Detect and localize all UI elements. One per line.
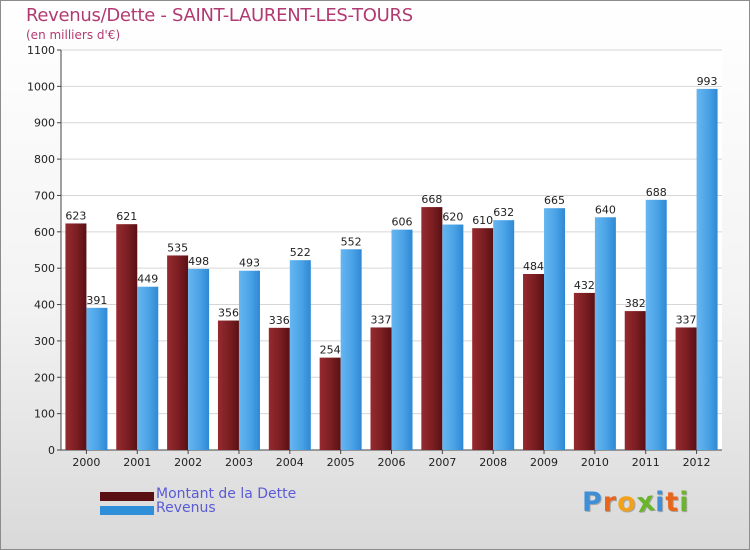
bar-dette-2002 <box>167 255 189 450</box>
data-label-dette-2005: 254 <box>320 344 341 357</box>
bar-dette-2010 <box>573 292 595 450</box>
bar-revenus-2012 <box>696 88 718 450</box>
logo-letter: i <box>655 487 666 518</box>
y-tick-label: 1000 <box>27 80 55 93</box>
y-tick-label: 0 <box>48 444 55 457</box>
legend-label-revenus: Revenus <box>156 500 216 516</box>
data-label-dette-2012: 337 <box>676 313 697 326</box>
proxiti-logo: Proxiti <box>582 485 690 520</box>
x-tick-label: 2008 <box>479 456 507 469</box>
chart-subtitle: (en milliers d'€) <box>26 28 121 42</box>
x-tick-label: 2005 <box>327 456 355 469</box>
x-tick-label: 2007 <box>428 456 456 469</box>
legend-swatch-revenus <box>100 506 154 515</box>
data-label-revenus-2002: 498 <box>188 255 209 268</box>
data-label-dette-2006: 337 <box>371 313 392 326</box>
bar-revenus-2009 <box>544 208 566 450</box>
data-label-revenus-2009: 665 <box>544 194 565 207</box>
data-label-revenus-2010: 640 <box>595 203 616 216</box>
data-label-revenus-2003: 493 <box>239 257 260 270</box>
x-tick-label: 2011 <box>632 456 660 469</box>
y-tick-label: 900 <box>34 117 55 130</box>
data-label-revenus-2005: 552 <box>341 235 362 248</box>
logo-letter: t <box>665 487 680 518</box>
legend-label-dette: Montant de la Dette <box>156 486 297 502</box>
data-label-revenus-2011: 688 <box>646 186 667 199</box>
y-tick-label: 500 <box>34 262 55 275</box>
bar-dette-2009 <box>523 274 545 450</box>
y-tick-label: 1100 <box>27 44 55 57</box>
data-label-dette-2002: 535 <box>167 241 188 254</box>
data-label-dette-2004: 336 <box>269 314 290 327</box>
bar-dette-2000 <box>65 223 87 450</box>
logo-letter: i <box>679 487 690 518</box>
bar-dette-2005 <box>319 357 341 450</box>
logo-letter: x <box>634 485 658 520</box>
y-tick-label: 400 <box>34 299 55 312</box>
bar-dette-2008 <box>472 228 494 450</box>
x-tick-label: 2010 <box>581 456 609 469</box>
data-label-revenus-2001: 449 <box>137 273 158 286</box>
data-label-dette-2007: 668 <box>421 193 442 206</box>
x-tick-label: 2004 <box>276 456 304 469</box>
bar-revenus-2003 <box>238 270 260 450</box>
data-label-revenus-2004: 522 <box>290 246 311 259</box>
bar-revenus-2010 <box>594 217 616 450</box>
x-tick-label: 2003 <box>225 456 253 469</box>
logo-letter: r <box>602 487 618 518</box>
data-label-dette-2010: 432 <box>574 279 595 292</box>
bar-revenus-2004 <box>289 260 311 450</box>
data-label-dette-2009: 484 <box>523 260 544 273</box>
data-label-dette-2000: 623 <box>65 209 86 222</box>
x-tick-label: 2002 <box>174 456 202 469</box>
bar-revenus-2005 <box>340 249 362 450</box>
bar-revenus-2011 <box>645 199 667 450</box>
bar-revenus-2008 <box>493 220 515 450</box>
y-tick-label: 800 <box>34 153 55 166</box>
data-label-dette-2008: 610 <box>472 214 493 227</box>
data-label-dette-2011: 382 <box>625 297 646 310</box>
y-tick-label: 600 <box>34 226 55 239</box>
bar-dette-2001 <box>116 224 138 450</box>
bar-revenus-2000 <box>86 307 108 450</box>
x-tick-label: 2012 <box>683 456 711 469</box>
data-label-revenus-2008: 632 <box>493 206 514 219</box>
bar-revenus-2002 <box>188 268 210 450</box>
y-tick-label: 700 <box>34 189 55 202</box>
data-label-dette-2001: 621 <box>116 210 137 223</box>
data-label-revenus-2012: 993 <box>697 75 718 88</box>
bar-dette-2007 <box>421 207 443 450</box>
logo-letter: o <box>617 487 637 518</box>
data-label-revenus-2006: 606 <box>392 216 413 229</box>
x-tick-label: 2006 <box>378 456 406 469</box>
bar-dette-2006 <box>370 327 392 450</box>
y-tick-label: 300 <box>34 335 55 348</box>
x-tick-label: 2000 <box>72 456 100 469</box>
chart-title: Revenus/Dette - SAINT-LAURENT-LES-TOURS <box>26 5 413 26</box>
bar-revenus-2001 <box>137 286 159 450</box>
bar-dette-2003 <box>217 320 239 450</box>
bar-dette-2012 <box>675 327 697 450</box>
data-label-dette-2003: 356 <box>218 307 239 320</box>
legend-swatch-dette <box>100 492 154 501</box>
logo-letter: P <box>582 487 603 518</box>
x-tick-label: 2001 <box>123 456 151 469</box>
bar-revenus-2006 <box>391 229 413 450</box>
x-tick-label: 2009 <box>530 456 558 469</box>
bar-revenus-2007 <box>442 224 464 450</box>
bar-dette-2004 <box>268 327 290 450</box>
data-label-revenus-2007: 620 <box>442 211 463 224</box>
y-tick-label: 100 <box>34 408 55 421</box>
bar-dette-2011 <box>624 311 646 450</box>
y-tick-label: 200 <box>34 371 55 384</box>
data-label-revenus-2000: 391 <box>86 294 107 307</box>
